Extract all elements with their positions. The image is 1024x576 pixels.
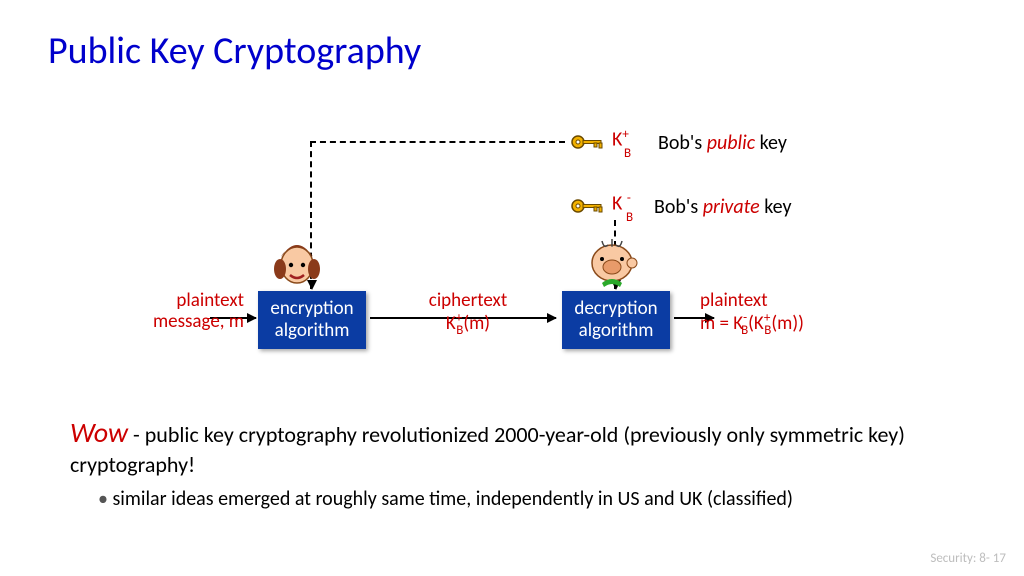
plaintext-word: plaintext: [700, 289, 768, 312]
crypto-diagram: K+ B Bob's public key K - B Bob's privat…: [0, 125, 1024, 365]
f-k: K: [446, 312, 456, 335]
bob-icon: [582, 235, 642, 289]
public-key-desc: Bob's public key: [658, 131, 787, 155]
box-line2: algorithm: [275, 319, 350, 342]
desc-pre: Bob's: [654, 195, 703, 219]
desc-em: private: [703, 195, 760, 219]
line1: plaintext: [176, 289, 244, 312]
wow-paragraph: Wow - public key cryptography revolution…: [70, 415, 970, 512]
plaintext-output-label: plaintext m = K-B(K+B(m)): [700, 291, 960, 338]
public-key-path-horizontal: [310, 141, 565, 143]
desc-post: key: [755, 131, 787, 155]
decryption-box: decryption algorithm: [562, 291, 670, 349]
r-mid: (K: [748, 312, 764, 335]
k-sub: B: [624, 146, 631, 161]
k-sup: +: [622, 127, 628, 142]
desc-post: key: [760, 195, 792, 219]
plaintext-input-label: plaintext message, m: [134, 291, 244, 333]
k-letter: K: [612, 128, 622, 152]
wow-lead: Wow: [70, 415, 128, 450]
desc-pre: Bob's: [658, 131, 707, 155]
box-line2: algorithm: [579, 319, 654, 342]
result-formula: m = K-B(K+B(m)): [700, 312, 804, 335]
formula: K+B(m): [446, 312, 490, 335]
private-key-desc: Bob's private key: [654, 195, 792, 219]
wow-body: - public key cryptography revolutionized…: [70, 421, 905, 478]
key-icon: [570, 133, 604, 151]
box-line1: decryption: [574, 297, 657, 320]
k-sup: -: [627, 191, 631, 206]
alice-icon: [270, 235, 324, 289]
slide-footer: Security: 8- 17: [930, 551, 1006, 566]
page-title: Public Key Cryptography: [48, 28, 421, 74]
r-pre: m = K: [700, 312, 743, 335]
k-letter: K: [612, 192, 622, 216]
k-sub: B: [626, 210, 633, 225]
public-key-symbol: K+ B: [612, 127, 629, 179]
encryption-box: encryption algorithm: [258, 291, 366, 349]
wow-bullet: similar ideas emerged at roughly same ti…: [98, 486, 970, 512]
ciphertext-label: ciphertext K+B(m): [398, 291, 538, 338]
box-line1: encryption: [270, 297, 353, 320]
desc-em: public: [707, 131, 755, 155]
ciphertext-word: ciphertext: [429, 289, 507, 312]
key-icon: [570, 197, 604, 215]
f-tail: (m): [463, 312, 490, 335]
line2: message, m: [153, 310, 244, 333]
r-tail: (m)): [771, 312, 803, 335]
